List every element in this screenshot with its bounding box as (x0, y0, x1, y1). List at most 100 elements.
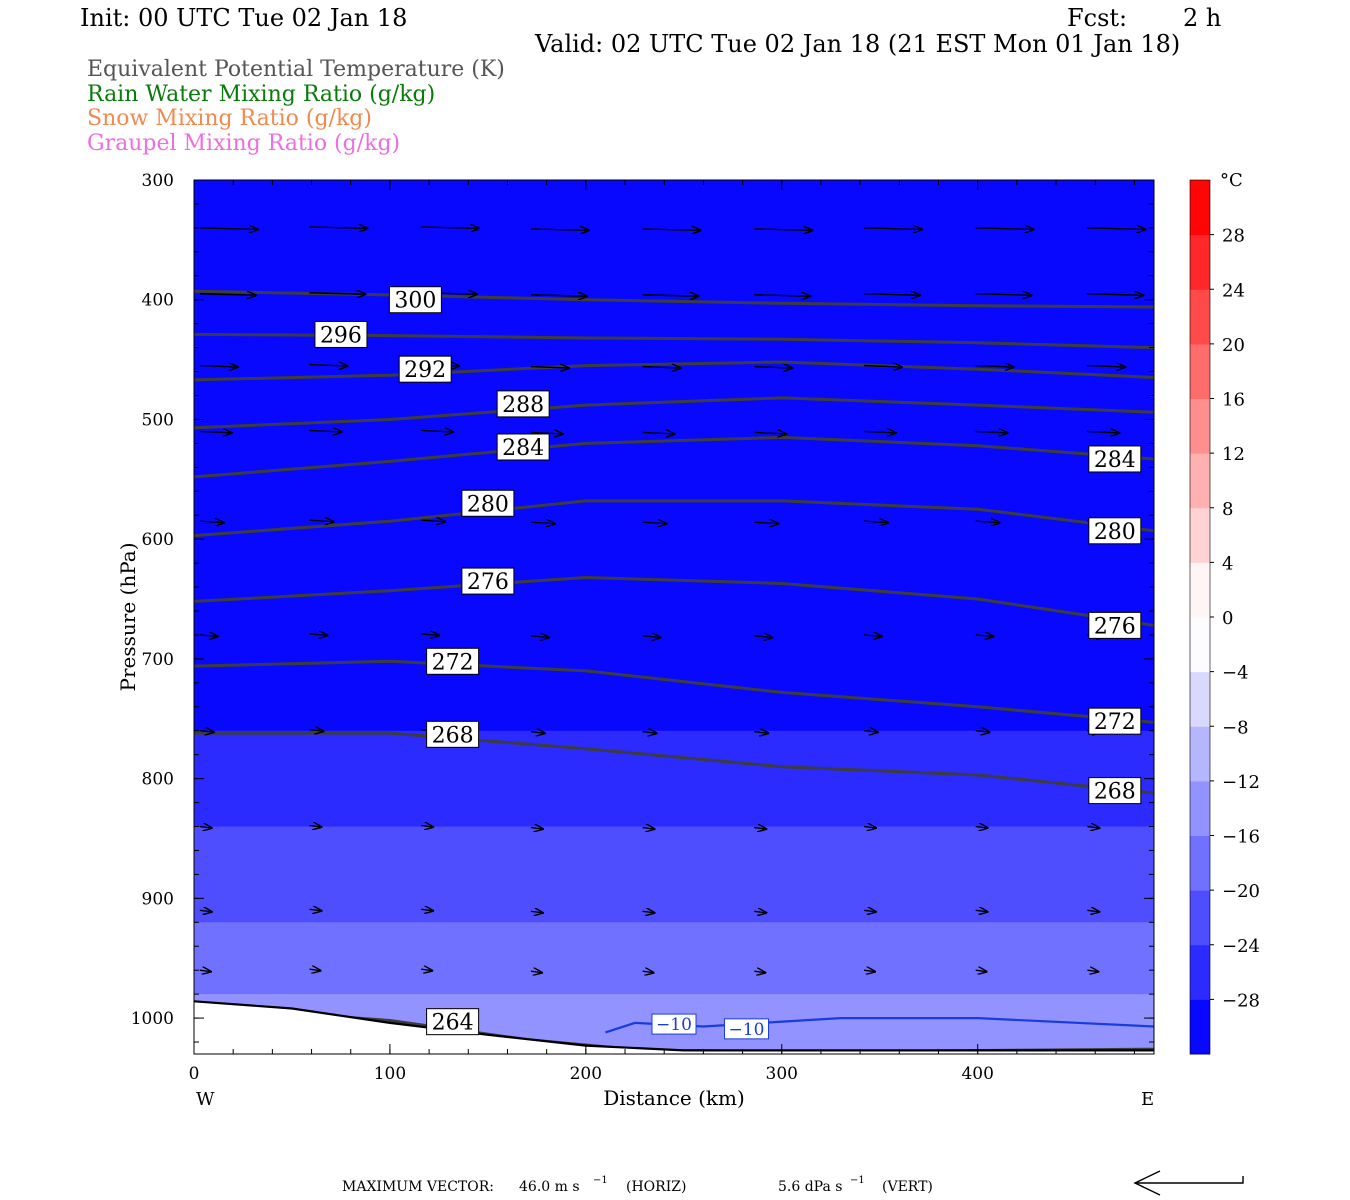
theta-e-label-box (314, 320, 368, 348)
wind-vector (199, 294, 256, 296)
wind-vector (199, 366, 238, 368)
wind-vector (863, 827, 876, 829)
colorbar-tick-label: −16 (1222, 827, 1260, 848)
forecast-label: Fcst: (1067, 4, 1128, 32)
terrain-fill (194, 1001, 1154, 1054)
colorbar-bin (1190, 999, 1210, 1055)
theta-e-label: 288 (502, 393, 544, 418)
wind-vector (530, 295, 587, 297)
wind-vector (421, 430, 453, 432)
temperature-band (194, 180, 1154, 589)
theta-e-label: 272 (1094, 710, 1136, 735)
y-tick-label: 400 (142, 291, 174, 311)
wind-vector (421, 826, 433, 828)
legend-line-theta-e: Equivalent Potential Temperature (K) (87, 57, 505, 82)
colorbar-bin (1190, 671, 1210, 727)
temperature-band (194, 826, 1154, 876)
theta-e-label-box (1088, 611, 1142, 639)
theta-e-label-box (388, 286, 442, 314)
y-tick-label: 600 (142, 530, 174, 550)
theta-e-label-box (1088, 445, 1142, 473)
theta-e-label-box (426, 720, 480, 748)
theta-e-label-box (496, 390, 550, 418)
wind-vector (975, 970, 987, 972)
temperature-line-contour (605, 1017, 1154, 1034)
wind-vector (975, 366, 1014, 368)
wind-vector (754, 636, 772, 638)
colorbar-tick-label: −24 (1222, 936, 1260, 957)
colorbar-tick-label: −4 (1222, 663, 1249, 684)
wind-vector (530, 732, 545, 734)
colorbar-tick-label: −20 (1222, 881, 1260, 902)
theta-e-contour (194, 659, 1154, 724)
wind-vector (975, 827, 988, 829)
wind-vector (642, 522, 667, 524)
theta-e-label-box (496, 433, 550, 461)
colorbar-bin (1190, 507, 1210, 563)
theta-e-label-box (426, 1008, 480, 1036)
colorbar-bin (1190, 890, 1210, 946)
horiz-exponent: −1 (593, 1175, 608, 1186)
wind-vector (975, 294, 1032, 296)
wind-vector (1087, 228, 1145, 230)
wind-vector (975, 635, 994, 637)
wind-vector (530, 636, 549, 638)
y-tick-label: 900 (142, 889, 174, 909)
wind-vector (199, 970, 211, 972)
colorbar-bin (1190, 234, 1210, 290)
colorbar-tick-label: 16 (1222, 390, 1245, 411)
theta-e-label: 296 (320, 323, 362, 348)
terrain-surface (194, 1000, 1154, 1052)
wind-vector (754, 522, 778, 524)
wind-vector (530, 367, 569, 369)
colorbar-bin (1190, 343, 1210, 399)
wind-vector (642, 732, 657, 734)
colorbar-unit-label: °C (1220, 170, 1243, 191)
y-tick-label: 300 (142, 171, 174, 191)
wind-vector (309, 730, 324, 732)
east-label: E (1141, 1089, 1154, 1110)
valid-text: Valid: 02 UTC Tue 02 Jan 18 (21 EST Mon … (535, 30, 1181, 58)
forecast-value: 2 h (1183, 4, 1222, 32)
wind-vector (421, 520, 445, 522)
wind-vector (863, 910, 876, 912)
wind-vector (530, 229, 589, 231)
theta-e-label: 280 (467, 492, 509, 517)
theta-e-label-box (426, 647, 480, 675)
max-vector-label: MAXIMUM VECTOR: (342, 1179, 494, 1195)
wind-vector (309, 293, 366, 295)
colorbar-bin (1190, 780, 1210, 836)
wind-vector (421, 227, 479, 229)
colorbar-bin (1190, 617, 1210, 673)
temperature-band (194, 874, 1154, 924)
wind-vector (199, 521, 224, 523)
wind-vector (421, 909, 433, 911)
colorbar-tick-label: 8 (1222, 499, 1233, 520)
legend-line-rain: Rain Water Mixing Ratio (g/kg) (87, 82, 436, 107)
legend-line-snow: Snow Mixing Ratio (g/kg) (87, 106, 372, 131)
wind-vector (863, 294, 920, 296)
wind-vector (199, 827, 212, 829)
wind-vector (530, 432, 563, 434)
temperature-label-box (651, 1013, 697, 1035)
footer-max-vector: MAXIMUM VECTOR: 46.0 m s −1 (HORIZ) 5.6 … (342, 1175, 933, 1195)
theta-e-contour (194, 396, 1154, 430)
theta-e-label-box (461, 489, 515, 517)
wind-vector (309, 365, 348, 367)
colorbar-tick-label: 20 (1222, 335, 1245, 356)
vert-unit: (VERT) (882, 1179, 933, 1195)
wind-vector (975, 521, 1000, 523)
colorbar-bin (1190, 180, 1210, 236)
plot-frame (193, 179, 1155, 1055)
colorbar-bin (1190, 835, 1210, 891)
colorbar-tick-label: 24 (1222, 280, 1245, 301)
wind-vector (1087, 827, 1099, 829)
wind-vector (309, 909, 322, 911)
reference-arrow (1133, 1170, 1244, 1196)
vert-exponent: −1 (850, 1175, 865, 1186)
wind-vector (863, 970, 875, 972)
temperature-band (194, 587, 1154, 660)
theta-e-label: 280 (1094, 520, 1136, 545)
wind-vector (975, 910, 988, 912)
